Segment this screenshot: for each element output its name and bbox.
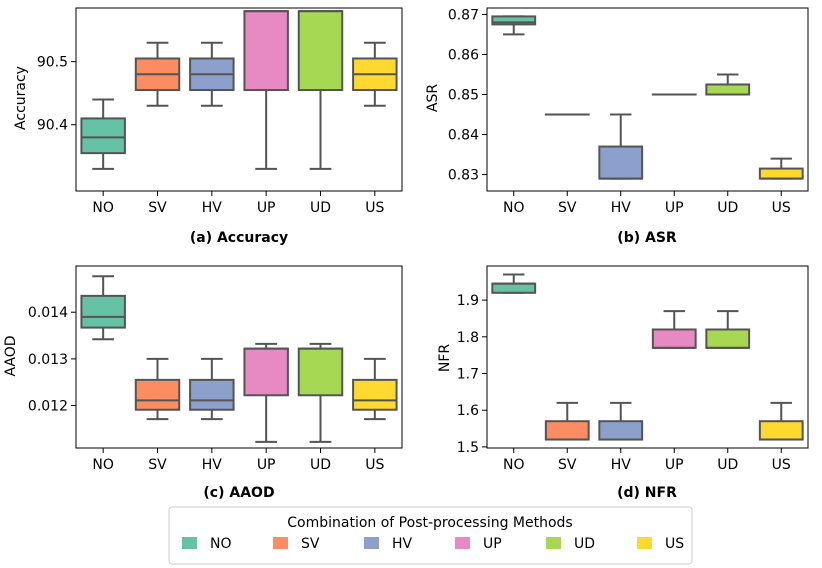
ytick-label-asr-3: 0.86 [448,47,479,63]
xtick-label-asr-sv: SV [558,200,577,216]
legend-swatch-us [637,537,652,549]
xtick-label-accuracy-ud: UD [310,200,331,216]
xtick-label-accuracy-no: NO [92,200,114,216]
ytick-label-asr-0: 0.83 [448,168,479,184]
axes-frame-asr [486,7,809,192]
xtick-label-nfr-us: US [772,457,791,473]
ytick-label-asr-4: 0.87 [448,7,479,23]
legend-label-us: US [665,536,684,552]
axes-frame-aaod [75,265,403,449]
xtick-label-asr-no: NO [503,200,525,216]
xtick-label-asr-hv: HV [611,200,632,216]
box-sv [544,420,590,441]
xtick-label-asr-us: US [772,200,791,216]
xtick-label-accuracy-up: UP [257,200,276,216]
ytick-label-aaod-0: 0.012 [28,399,68,415]
box-up [651,328,697,349]
xtick-label-asr-up: UP [665,200,684,216]
legend-label-ud: UD [574,536,595,552]
plot-area-accuracy: NO SV HV UP UD US 90.4 90.5 [37,7,403,216]
legend-items: NO SV HV UP UD US [182,536,684,552]
xtick-label-aaod-no: NO [92,457,114,473]
box-no [80,117,126,155]
ytick-label-aaod-2: 0.014 [28,305,68,321]
ytick-label-nfr-2: 1.7 [457,367,479,383]
box-us [758,167,804,180]
axes-frame-nfr [486,265,809,449]
panel-aaod: AAOD (c) AAOD [3,335,275,501]
legend-swatch-no [182,537,197,549]
caption-asr: (b) ASR [617,230,677,246]
ytick-label-nfr-1: 1.6 [457,403,479,419]
panel-nfr: NFR (d) NFR [437,344,677,501]
caption-nfr: (d) NFR [617,485,677,501]
caption-accuracy: (a) Accuracy [190,230,288,246]
panel-asr: ASR (b) ASR [425,84,677,246]
xtick-label-nfr-sv: SV [558,457,577,473]
plot-area-aaod: NO SV HV UP UD US 0.012 0.013 0.014 [28,265,403,473]
box-us [758,420,804,441]
plot-area-nfr: NO SV HV UP UD US 1.5 1.6 1.7 1.8 1.9 [457,265,809,473]
xtick-label-accuracy-sv: SV [148,200,167,216]
legend: Combination of Post-processing Methods N… [168,506,693,565]
caption-aaod: (c) AAOD [203,485,274,501]
legend-frame [168,506,693,565]
legend-label-sv: SV [301,536,320,552]
box-no [491,15,537,26]
xtick-label-nfr-hv: HV [611,457,632,473]
ytick-label-nfr-4: 1.9 [457,293,479,309]
axes-frame-accuracy [75,7,403,192]
box-ud [705,328,751,349]
box-up [243,10,289,92]
ytick-label-aaod-1: 0.013 [28,352,68,368]
xtick-label-accuracy-us: US [365,200,384,216]
ylabel-asr: ASR [425,84,441,112]
legend-label-hv: HV [392,536,413,552]
box-us [352,378,398,411]
ytick-label-nfr-0: 1.5 [457,440,479,456]
box-ud [297,347,344,397]
xtick-label-nfr-no: NO [503,457,525,473]
ytick-label-accuracy-0: 90.4 [37,118,68,134]
xtick-label-aaod-sv: SV [148,457,167,473]
box-ud [705,83,751,96]
legend-swatch-up [455,537,470,549]
box-hv [189,378,235,411]
xtick-label-nfr-up: UP [665,457,684,473]
box-hv [598,420,644,441]
xtick-label-asr-ud: UD [717,200,738,216]
legend-label-no: NO [210,536,232,552]
ylabel-accuracy: Accuracy [13,66,29,130]
ytick-label-asr-1: 0.84 [448,128,479,144]
box-up [243,347,289,397]
legend-swatch-ud [546,537,561,549]
box-no [491,282,537,294]
box-no [80,294,126,329]
ylabel-nfr: NFR [437,344,453,373]
ytick-label-accuracy-1: 90.5 [37,55,68,71]
xtick-label-accuracy-hv: HV [202,200,223,216]
ytick-label-nfr-3: 1.8 [457,330,479,346]
legend-title: Combination of Post-processing Methods [287,515,572,531]
xtick-label-aaod-up: UP [257,457,276,473]
xtick-label-aaod-ud: UD [310,457,331,473]
box-hv [598,145,644,180]
box-ud [297,10,344,92]
xtick-label-aaod-us: US [365,457,384,473]
legend-swatch-hv [364,537,379,549]
panel-accuracy: Accuracy (a) Accuracy [13,66,288,246]
ytick-label-asr-2: 0.85 [448,87,479,103]
legend-swatch-sv [273,537,288,549]
xtick-label-aaod-hv: HV [202,457,223,473]
legend-label-up: UP [483,536,502,552]
xtick-label-nfr-ud: UD [717,457,738,473]
ylabel-aaod: AAOD [3,335,19,376]
plot-area-asr: NO SV HV UP UD US 0.83 0.84 0.85 0.86 0.87 [448,7,809,216]
box-sv [134,378,181,411]
